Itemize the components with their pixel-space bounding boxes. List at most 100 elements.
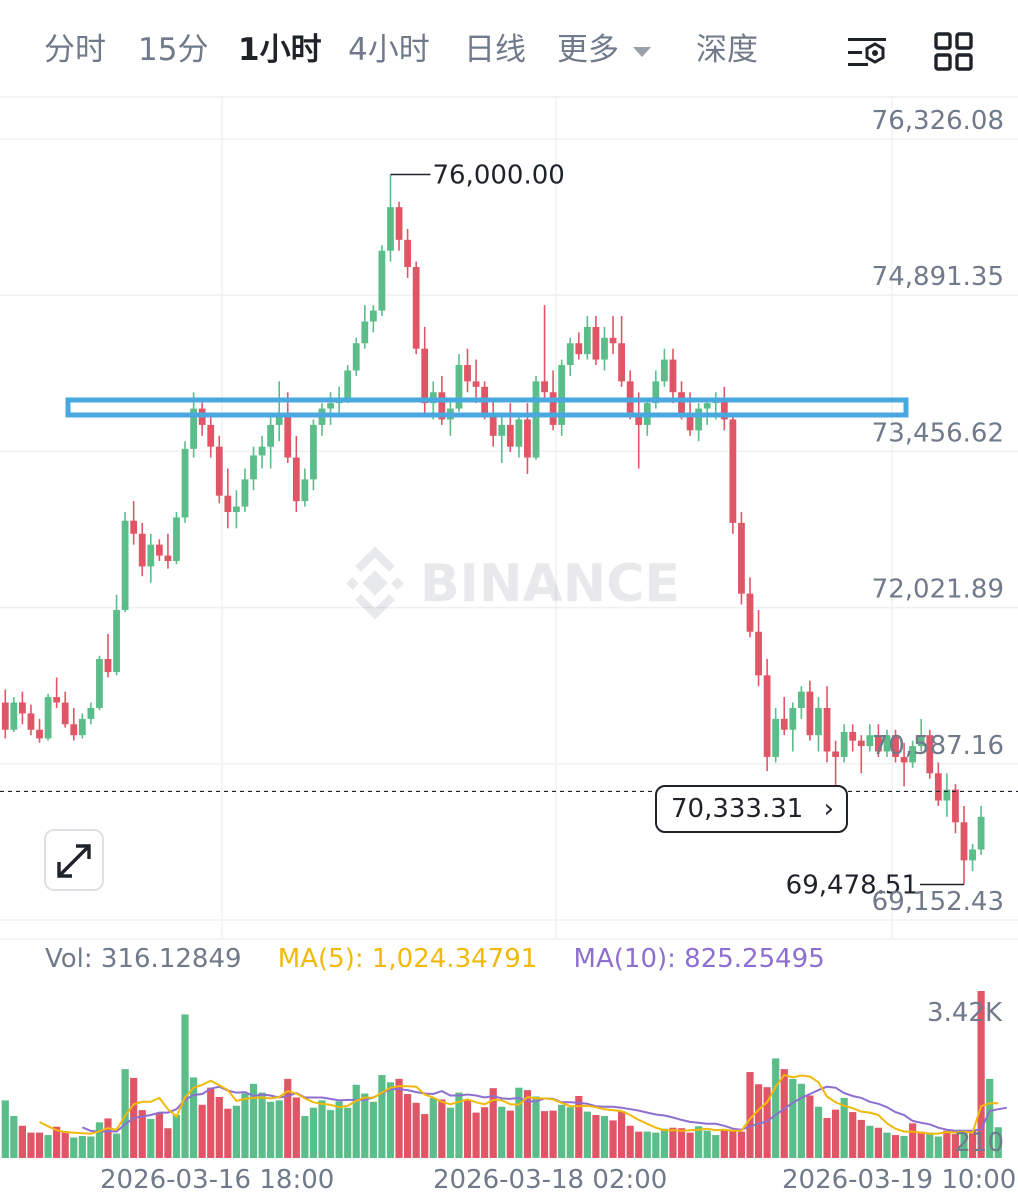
volume-axis-label: 3.42K [927,998,1003,1028]
tab-depth[interactable]: 深度 [696,32,758,68]
volume-bar [78,1136,86,1158]
chart-grid [0,96,1018,940]
volume-bar [481,1107,489,1158]
volume-bar [669,1127,677,1158]
candle-body [36,729,43,739]
candle-body [780,718,788,730]
expand-arrows-icon [57,844,91,878]
chevron-right-icon: › [823,794,834,824]
y-tick-label: 76,326.08 [872,106,1004,136]
candle-body [678,392,685,415]
candle-body [241,479,249,507]
candle-body [618,343,625,382]
volume-bar [823,1117,831,1158]
expand-button[interactable] [44,829,104,891]
indicator-settings-icon[interactable] [845,30,889,74]
tab-15m[interactable]: 15分 [138,32,209,68]
volume-bar [652,1132,660,1158]
candle-body [558,365,566,425]
volume-bar [104,1118,112,1158]
volume-bar [344,1107,352,1158]
volume-bar [87,1136,95,1158]
x-axis-label: 2026-03-16 18:00 [100,1165,335,1195]
volume-bar [352,1084,360,1158]
volume-ma-lines [39,1073,1007,1135]
volume-bar [301,1116,309,1158]
candle-body [404,239,411,268]
watermark-text: BINANCE [420,554,680,614]
volume-bar [917,1131,925,1158]
volume-bar [558,1104,566,1158]
candle-body [652,381,660,404]
volume-bar [720,1130,728,1158]
volume-bar [789,1078,797,1158]
candle-body [1,702,9,730]
candle-body [524,419,531,458]
x-axis-label: 2026-03-18 02:00 [433,1165,668,1195]
tab-daily[interactable]: 日线 [464,32,526,68]
volume-bar [840,1097,848,1158]
candle-body [369,310,377,322]
volume-bar [241,1093,249,1158]
volume-bar [712,1135,720,1158]
volume-bar [292,1097,300,1158]
y-tick-label: 74,891.35 [872,262,1004,292]
candle-body [926,735,934,774]
tab-time-sharing[interactable]: 分时 [44,32,106,68]
volume-bar [121,1069,129,1158]
current-price-value: 70,333.31 [671,794,804,824]
volume-bar [934,1136,942,1158]
volume-bar [498,1106,506,1158]
volume-bar [70,1137,78,1158]
candle-body [250,455,257,480]
volume-bar [515,1087,523,1158]
candle-body [27,713,35,730]
candlestick-chart[interactable]: BINANCE 76,000.00 69,478.51 76,326.08 74,8… [0,96,1018,1200]
volume-bar [455,1092,463,1158]
price-axis: 76,326.08 74,891.35 73,456.62 72,021.89 70,5… [872,106,1004,917]
volume-bar [523,1090,532,1158]
volume-bar [61,1131,69,1158]
current-price-tag[interactable]: 70,333.31 › [655,785,848,833]
candle-body [10,702,18,730]
volume-bar [806,1095,814,1158]
volume-bar [369,1101,377,1158]
candle-body [310,424,317,480]
candle-body [70,724,78,736]
volume-bar [977,991,985,1158]
candle-body [455,365,463,409]
volume-bar [147,1118,155,1158]
volume-bar [926,1132,934,1158]
candle-body [121,520,129,610]
candle-body [549,392,557,425]
candle-body [96,658,103,708]
volume-bar [968,1130,977,1158]
volume-bar [361,1093,369,1158]
volume-bar [951,1134,960,1158]
volume-bar [909,1123,917,1158]
tab-1h[interactable]: 1小时 [238,32,322,68]
candle-body [301,479,309,502]
tab-more[interactable]: 更多 [557,24,651,76]
volume-bar [635,1131,643,1158]
volume-bar [677,1128,686,1158]
candle-body [857,740,865,747]
candle-body [53,697,61,703]
candle-body [892,735,899,757]
tab-4h[interactable]: 4小时 [348,32,430,68]
volume-bar [900,1136,908,1158]
candles [1,174,985,885]
candle-body [952,789,959,823]
volume-bar [112,1133,121,1158]
legend-ma5: MA(5): 1,024.34791 [277,944,538,974]
candle-body [823,707,831,752]
volume-bar [429,1097,437,1158]
volume-bar [814,1106,823,1158]
volume-bar [600,1116,609,1158]
volume-bar [609,1120,617,1158]
volume-bar [326,1110,335,1158]
volume-bar [412,1102,420,1158]
grid-icon[interactable] [932,30,976,74]
volume-bar [138,1110,146,1158]
volume-bar [489,1088,497,1158]
